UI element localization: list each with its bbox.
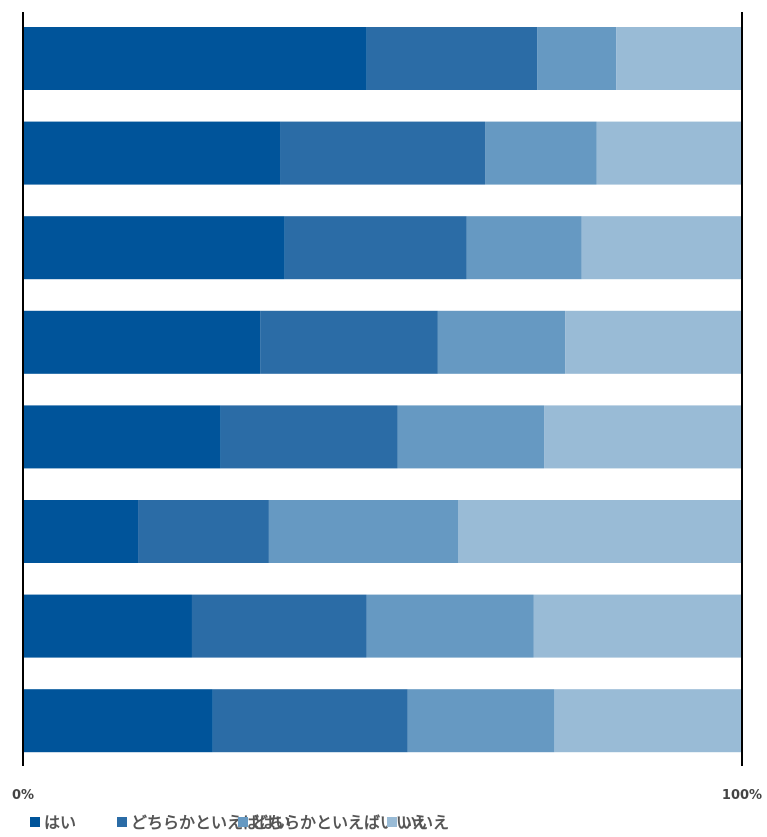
bar-segment-row7-series4 [533, 594, 742, 658]
legend-swatch-3 [238, 817, 248, 827]
bar-segment-row3-series4 [581, 216, 742, 280]
bar-segment-row1-series3 [537, 27, 617, 90]
bar-segment-row8-series2 [212, 689, 408, 753]
bar-segment-row2-series4 [596, 121, 742, 185]
bar-segment-row6-series1 [23, 500, 139, 563]
legend-swatch-4 [387, 817, 397, 827]
legend-label-2: どちらかといえばはい [131, 813, 291, 832]
bar-segment-row3-series1 [23, 216, 285, 280]
bar-segment-row4-series3 [437, 310, 566, 374]
legend-label-3: どちらかといえばいいえ [252, 813, 428, 832]
bar-segment-row1-series1 [23, 27, 367, 90]
bar-segment-row5-series1 [23, 405, 221, 469]
bar-segment-row3-series2 [284, 216, 467, 280]
bar-segment-row6-series4 [458, 500, 742, 563]
x-tick-label-100: 100% [722, 788, 762, 803]
bar-segment-row3-series3 [466, 216, 582, 280]
bar-segment-row4-series4 [565, 310, 742, 374]
x-tick-label-0: 0% [12, 788, 34, 803]
bar-segment-row7-series3 [366, 594, 534, 658]
legend-swatch-1 [30, 817, 40, 827]
legend-label-4: いいえ [401, 813, 449, 832]
bar-segment-row5-series4 [544, 405, 742, 469]
bar-segment-row6-series3 [268, 500, 458, 563]
bar-segment-row2-series3 [485, 121, 597, 185]
bar-segment-row5-series3 [397, 405, 545, 469]
bar-segment-row1-series2 [366, 27, 538, 90]
bar-segment-row7-series1 [23, 594, 192, 658]
legend-swatch-2 [117, 817, 127, 827]
bar-segment-row2-series1 [23, 121, 281, 185]
bar-segment-row8-series1 [23, 689, 213, 753]
bar-segment-row8-series4 [554, 689, 742, 753]
bars-group [23, 27, 742, 753]
bar-segment-row7-series2 [191, 594, 367, 658]
bar-segment-row2-series2 [280, 121, 486, 185]
bar-segment-row5-series2 [220, 405, 398, 469]
bar-segment-row1-series4 [616, 27, 742, 90]
bar-segment-row4-series1 [23, 310, 261, 374]
bar-segment-row4-series2 [260, 310, 438, 374]
bar-segment-row8-series3 [407, 689, 555, 753]
legend-label-1: はい [44, 813, 76, 832]
bar-segment-row6-series2 [138, 500, 269, 563]
